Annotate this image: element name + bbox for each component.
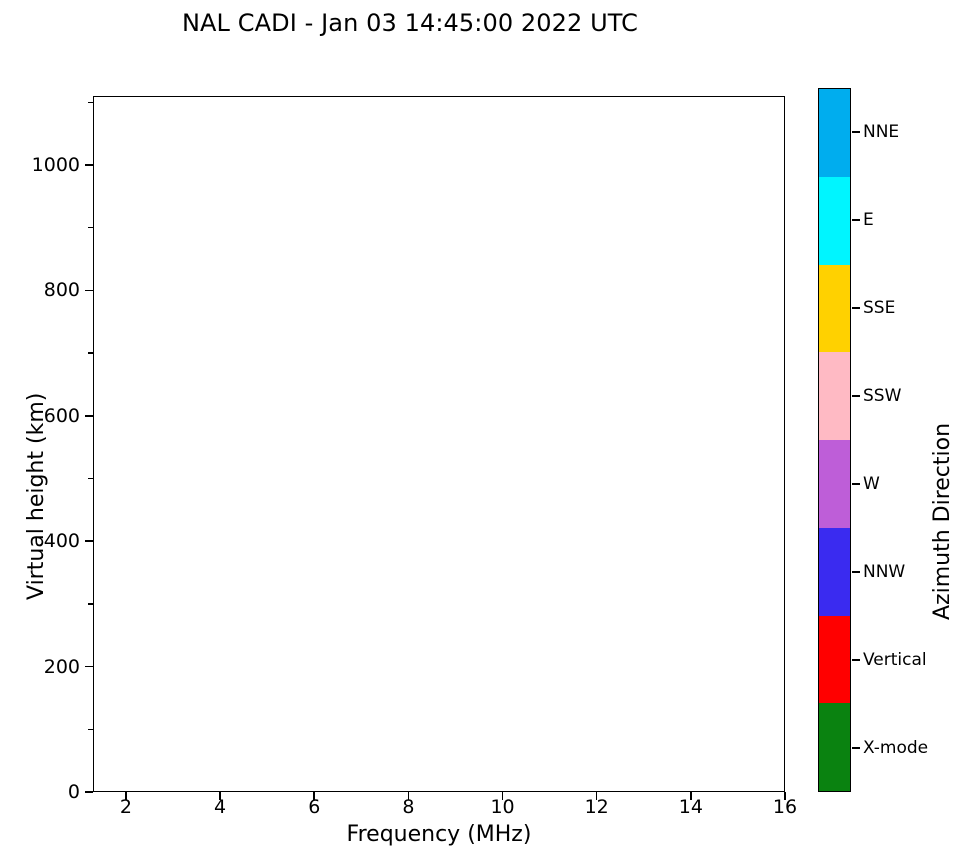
colorbar-segment-nne[interactable]: [819, 89, 850, 177]
colorbar-label-ssw: SSW: [863, 386, 902, 406]
y-tick-mark: [85, 665, 93, 668]
y-tick-minor: [88, 603, 93, 605]
x-tick-label: 16: [772, 796, 798, 818]
x-tick-label: 12: [584, 796, 609, 818]
x-tick-label: 8: [402, 796, 415, 818]
x-tick-label: 4: [214, 796, 227, 818]
x-tick-label: 14: [678, 796, 703, 818]
y-tick-label: 400: [43, 530, 80, 553]
colorbar-segment-ssw[interactable]: [819, 352, 850, 440]
colorbar-label-nne: NNE: [863, 122, 900, 142]
colorbar-tick: [852, 307, 860, 309]
y-tick-mark: [85, 414, 93, 417]
colorbar-segment-vertical[interactable]: [819, 615, 850, 704]
colorbar-tick: [852, 131, 860, 133]
colorbar-tick: [852, 483, 860, 485]
colorbar-label-sse: SSE: [863, 298, 896, 318]
y-tick-minor: [88, 477, 93, 480]
colorbar-segment-w[interactable]: [819, 440, 850, 528]
colorbar-tick: [852, 747, 860, 749]
y-tick-minor: [88, 226, 93, 229]
colorbar-label-x-mode: X-mode: [863, 738, 929, 758]
colorbar-segment-x-mode[interactable]: [819, 703, 850, 791]
x-tick-mark: [501, 792, 504, 800]
x-tick-mark: [407, 792, 410, 800]
y-tick-minor: [88, 101, 93, 103]
y-tick-mark: [85, 289, 93, 292]
colorbar-segment-sse[interactable]: [819, 264, 850, 353]
colorbar-label-e: E: [863, 210, 874, 230]
colorbar-label-nnw: NNW: [863, 562, 906, 582]
x-tick-label: 10: [490, 796, 515, 818]
y-tick-label: 800: [43, 279, 80, 302]
y-axis-title: Virtual height (km): [24, 392, 49, 600]
y-tick-minor: [88, 352, 93, 354]
y-tick-mark: [85, 791, 93, 793]
x-tick-label: 6: [308, 796, 321, 818]
y-tick-label: 1000: [31, 153, 80, 176]
colorbar-label-vertical: Vertical: [863, 650, 927, 670]
x-tick-mark: [219, 792, 221, 800]
x-tick-mark: [313, 792, 316, 800]
x-tick-mark: [784, 792, 786, 800]
colorbar-tick: [852, 395, 860, 397]
colorbar[interactable]: [818, 88, 851, 792]
y-tick-label: 600: [43, 404, 80, 427]
colorbar-label-w: W: [863, 474, 880, 494]
x-tick-mark: [690, 792, 692, 800]
x-tick-label: 2: [119, 796, 132, 818]
y-tick-mark: [85, 164, 93, 166]
colorbar-segment-e[interactable]: [819, 176, 850, 265]
y-tick-label: 200: [43, 655, 80, 678]
y-tick-mark: [85, 540, 93, 542]
colorbar-tick: [852, 571, 860, 573]
plot-frame: [93, 96, 785, 792]
colorbar-tick: [852, 219, 860, 221]
colorbar-segment-nnw[interactable]: [819, 527, 850, 616]
x-tick-mark: [125, 792, 127, 800]
page-title: NAL CADI - Jan 03 14:45:00 2022 UTC: [181, 9, 639, 37]
colorbar-tick: [852, 659, 860, 661]
y-tick-label: 0: [67, 781, 80, 803]
x-axis-title: Frequency (MHz): [346, 822, 532, 847]
y-tick-minor: [88, 728, 93, 730]
colorbar-title: Azimuth Direction: [930, 422, 955, 620]
x-tick-mark: [595, 792, 598, 800]
